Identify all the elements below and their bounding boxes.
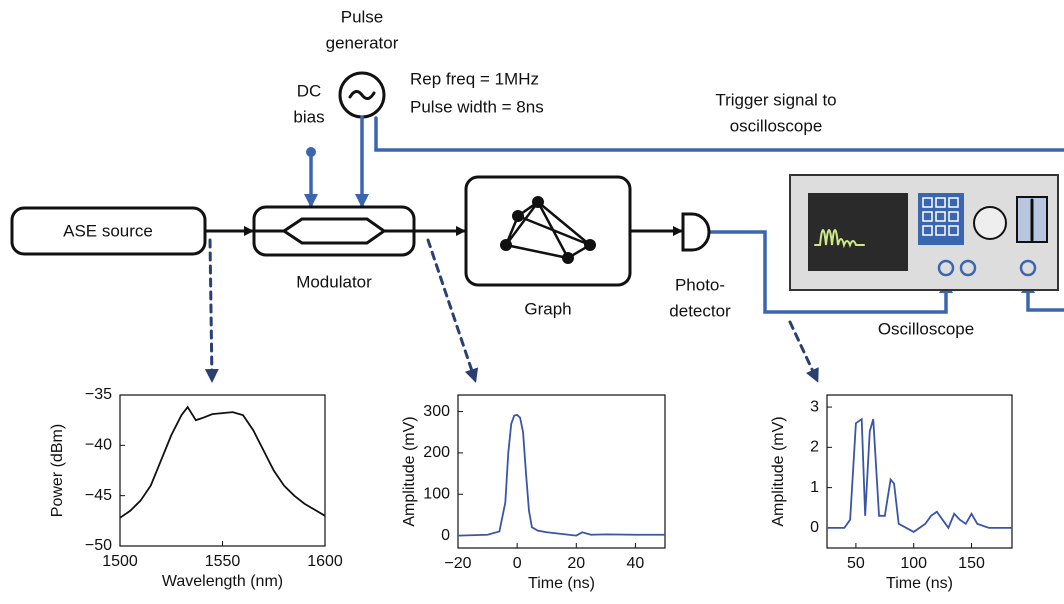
- label: Trigger signal to: [715, 90, 836, 109]
- data-line: [119, 405, 326, 519]
- screen-trace: [814, 229, 865, 249]
- label: Graph: [524, 299, 571, 318]
- x-axis-label: Wavelength (nm): [162, 573, 283, 590]
- x-tick-label: 1600: [307, 553, 343, 570]
- label: DC: [297, 81, 322, 100]
- y-tick-label: −50: [85, 537, 112, 554]
- label: bias: [293, 107, 324, 126]
- y-tick-label: −40: [85, 437, 112, 454]
- trigger-wire: [374, 116, 1064, 152]
- x-tick-label: 1550: [205, 553, 241, 570]
- chart: −20 0 20 40 0 100 200 300 Time (ns) Amplitude (mV…: [401, 394, 666, 592]
- label: Pulse width = 8ns: [410, 97, 544, 116]
- plot-frame: [826, 394, 1013, 549]
- y-tick-label: 0: [441, 527, 450, 544]
- label: generator: [326, 33, 399, 52]
- y-tick-label: −45: [85, 487, 112, 504]
- y-axis-label: Amplitude (mV): [770, 416, 787, 526]
- trigger-in-wire: [1021, 279, 1064, 312]
- y-tick-label: 3: [810, 398, 819, 415]
- labels: Pulse generator Rep freq = 1MHz Pulse wi…: [63, 7, 974, 338]
- keypad: [918, 193, 964, 245]
- input-port: [1019, 259, 1037, 277]
- mzm-arms: [254, 217, 414, 245]
- y-tick-label: 1: [810, 479, 819, 496]
- keys: [922, 197, 959, 236]
- y-tick-label: 100: [423, 485, 450, 502]
- x-axis-label: Time (ns): [886, 575, 953, 592]
- oscilloscope-screen: [808, 193, 908, 271]
- graph-box: [464, 175, 632, 287]
- x-tick-label: 50: [847, 555, 865, 572]
- y-tick-label: −35: [85, 386, 112, 403]
- plot-frame: [457, 394, 666, 549]
- label: oscilloscope: [730, 116, 823, 135]
- chart: 50 100 150 0 1 2 3 Time (ns) Amplitude (mV): [770, 394, 1013, 592]
- label: Rep freq = 1MHz: [410, 69, 539, 88]
- data-line: [457, 413, 665, 537]
- x-axis-label: Time (ns): [528, 575, 595, 592]
- x-tick-label: −20: [444, 555, 471, 572]
- label: ASE source: [63, 221, 153, 240]
- label: detector: [669, 301, 731, 320]
- x-tick-label: 20: [567, 555, 585, 572]
- sine-icon: [348, 90, 376, 100]
- photodetector-icon: [681, 212, 711, 252]
- signal-wire: [706, 230, 953, 314]
- x-tick-label: 0: [513, 555, 522, 572]
- y-tick-label: 300: [423, 403, 450, 420]
- label: Modulator: [296, 272, 372, 291]
- plot-frame: [119, 394, 326, 547]
- label: Photo-: [675, 275, 725, 294]
- diagram: [10, 71, 1064, 383]
- probe-arrows: [204, 238, 819, 383]
- y-tick-label: 2: [810, 439, 819, 456]
- x-tick-label: 100: [900, 555, 927, 572]
- input-port: [937, 259, 955, 277]
- label: Oscilloscope: [878, 319, 974, 338]
- y-tick-label: 0: [810, 519, 819, 536]
- y-tick-label: 200: [423, 444, 450, 461]
- graph-nodes: [500, 196, 596, 264]
- y-axis-label: Power (dBm): [49, 424, 66, 517]
- x-tick-label: 40: [627, 555, 645, 572]
- y-axis-label: Amplitude (mV): [401, 416, 418, 526]
- x-tick-label: 1500: [102, 553, 138, 570]
- data-line: [827, 417, 1012, 533]
- knob: [973, 206, 1007, 240]
- label: Pulse: [341, 7, 384, 26]
- chart: 1500 1550 1600 −50 −45 −40 −35 Wavelength (nm) P…: [49, 386, 343, 590]
- x-tick-label: 150: [958, 555, 985, 572]
- input-port: [959, 259, 977, 277]
